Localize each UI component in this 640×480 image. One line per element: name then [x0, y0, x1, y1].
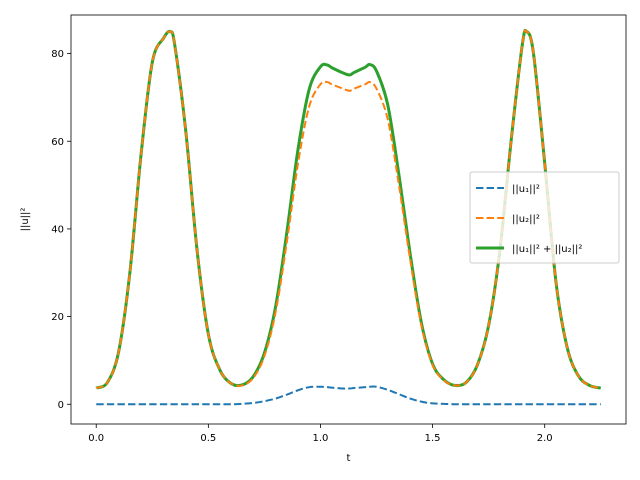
x-axis-ticks: 0.0 0.5 1.0 1.5 2.0	[88, 424, 553, 444]
legend-box	[469, 171, 620, 264]
x-tick-label: 0.5	[200, 433, 216, 444]
legend: ||u₁||² ||u₂||² ||u₁||² + ||u₂||²	[469, 171, 620, 264]
legend-label-1: ||u₁||²	[512, 184, 540, 195]
y-tick-label: 20	[51, 312, 64, 323]
y-tick-label: 80	[51, 49, 64, 60]
x-tick-label: 0.0	[88, 433, 104, 444]
legend-label-3: ||u₁||² + ||u₂||²	[512, 244, 582, 255]
x-axis-label: t	[347, 453, 351, 464]
series-line-1	[96, 385, 601, 406]
y-tick-label: 0	[58, 400, 64, 411]
y-tick-label: 40	[51, 224, 64, 235]
x-tick-label: 1.0	[313, 433, 329, 444]
y-axis-label: ||u||²	[20, 208, 31, 232]
x-tick-label: 2.0	[537, 433, 553, 444]
axes-frame	[70, 14, 627, 425]
y-tick-label: 60	[51, 137, 64, 148]
series-line-2	[95, 29, 601, 390]
y-axis-ticks: 0 20 40 60 80	[51, 49, 71, 411]
legend-label-2: ||u₂||²	[512, 214, 540, 225]
x-tick-label: 1.5	[425, 433, 441, 444]
plot-area	[95, 28, 602, 406]
